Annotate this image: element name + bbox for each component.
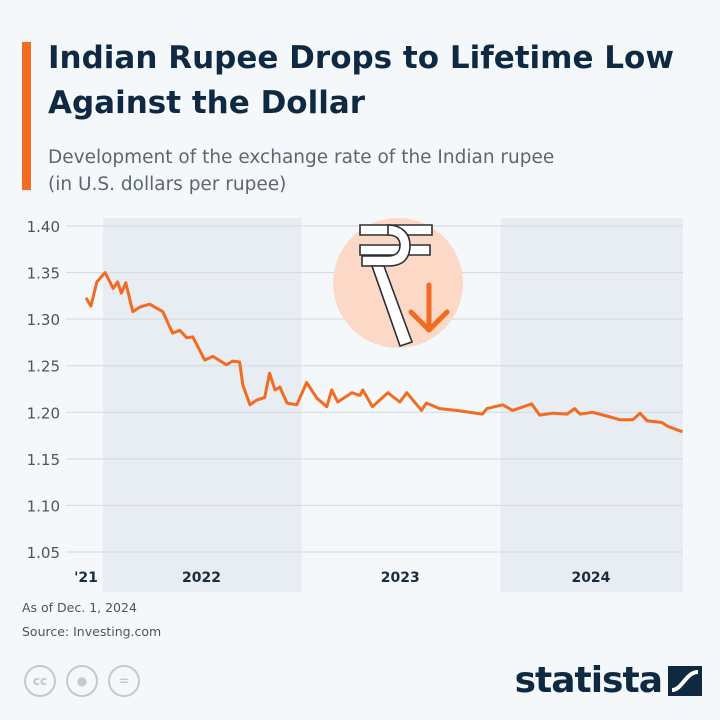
subtitle-line-2: (in U.S. dollars per rupee) bbox=[48, 174, 287, 195]
subtitle-line-1: Development of the exchange rate of the … bbox=[48, 147, 555, 168]
logo-mark-icon bbox=[668, 665, 702, 696]
down-arrow bbox=[408, 282, 450, 333]
chart-subtitle: Development of the exchange rate of the … bbox=[48, 144, 708, 198]
y-tick-label: 1.10 bbox=[27, 497, 60, 515]
no-derivatives-icon[interactable]: = bbox=[108, 665, 140, 697]
date-note: As of Dec. 1, 2024 bbox=[22, 600, 137, 615]
source-note: Source: Investing.com bbox=[22, 624, 162, 639]
statista-logo[interactable]: statista bbox=[515, 660, 702, 701]
x-tick-label: 2022 bbox=[182, 570, 221, 586]
accent-bar bbox=[22, 42, 31, 190]
y-tick-label: 1.35 bbox=[27, 265, 60, 283]
y-tick-label: 1.20 bbox=[27, 404, 60, 422]
x-tick-label: 2024 bbox=[571, 570, 610, 586]
x-tick-label: '21 bbox=[74, 570, 98, 586]
line-chart: 1.40 1.35 1.30 1.25 1.20 1.15 1.10 1.05 '21 2022 2… bbox=[27, 218, 684, 592]
x-tick-label: 2023 bbox=[381, 570, 420, 586]
y-tick-label: 1.40 bbox=[27, 218, 60, 236]
chart-title: Indian Rupee Drops to Lifetime Low Again… bbox=[48, 40, 674, 121]
y-tick-label: 1.30 bbox=[27, 311, 60, 329]
rupee-down-icon bbox=[333, 218, 463, 348]
rupee-symbol bbox=[359, 224, 433, 348]
y-tick-label: 1.05 bbox=[27, 544, 60, 562]
year-band bbox=[102, 218, 302, 592]
logo-text: statista bbox=[514, 660, 663, 701]
cc-icon[interactable]: cc bbox=[24, 665, 56, 697]
y-tick-label: 1.25 bbox=[27, 358, 60, 376]
attribution-icon[interactable]: ● bbox=[66, 665, 98, 697]
y-tick-label: 1.15 bbox=[27, 451, 60, 469]
